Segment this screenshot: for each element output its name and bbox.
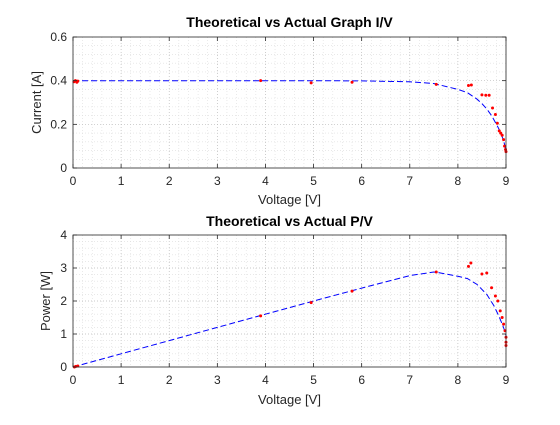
iv-actual-point xyxy=(499,131,503,135)
pv-ticks: 0 1 2 3 4 5 6 7 8 9 0 1 2 3 4 xyxy=(60,228,509,387)
iv-x-tick-label: 1 xyxy=(118,174,125,188)
iv-actual-point xyxy=(491,106,495,110)
pv-actual-point xyxy=(259,314,263,318)
pv-actual-point xyxy=(469,261,473,265)
iv-y-axis-label: Current [A] xyxy=(29,71,44,134)
pv-actual-point xyxy=(466,264,470,268)
pv-chart-title: Theoretical vs Actual P/V xyxy=(206,213,373,229)
iv-plot: 0 1 2 3 4 5 6 7 8 9 0 0.2 0.4 0.6 Theoretical vs Actu… xyxy=(29,14,510,207)
pv-actual-point xyxy=(485,271,489,275)
iv-actual-point xyxy=(500,133,504,137)
pv-actual-point xyxy=(350,289,354,293)
pv-y-tick-label: 4 xyxy=(60,228,67,242)
pv-x-axis-label: Voltage [V] xyxy=(258,392,321,407)
iv-y-tick-label: 0.4 xyxy=(50,74,67,88)
iv-actual-point xyxy=(466,83,470,87)
pv-y-tick-label: 3 xyxy=(60,261,67,275)
pv-actual-point xyxy=(498,309,502,313)
iv-y-tick-label: 0 xyxy=(60,161,67,175)
iv-actual-point xyxy=(484,93,488,97)
iv-y-tick-label: 0.2 xyxy=(50,117,67,131)
iv-chart-title: Theoretical vs Actual Graph I/V xyxy=(186,14,393,30)
iv-actual-point xyxy=(487,93,491,97)
iv-actual-point xyxy=(497,129,501,133)
pv-y-tick-label: 0 xyxy=(60,360,67,374)
iv-actual-point xyxy=(350,80,354,84)
iv-x-tick-label: 5 xyxy=(310,174,317,188)
pv-x-tick-label: 9 xyxy=(503,373,510,387)
pv-actual-point xyxy=(309,301,313,305)
iv-actual-point xyxy=(434,82,438,86)
pv-x-tick-label: 5 xyxy=(310,373,317,387)
pv-x-tick-label: 3 xyxy=(214,373,221,387)
iv-grid xyxy=(73,37,506,168)
iv-actual-point xyxy=(259,79,263,83)
pv-x-tick-label: 6 xyxy=(358,373,365,387)
iv-actual-point xyxy=(495,121,499,125)
pv-actual-point xyxy=(493,294,497,298)
pv-x-tick-label: 0 xyxy=(70,373,77,387)
pv-actual-point xyxy=(490,286,494,290)
iv-actual-point xyxy=(469,83,473,87)
pv-x-tick-label: 2 xyxy=(166,373,173,387)
iv-plot-area xyxy=(73,37,506,168)
iv-y-tick-label: 0.6 xyxy=(50,30,67,44)
iv-ticks: 0 1 2 3 4 5 6 7 8 9 0 0.2 0.4 0.6 xyxy=(50,30,509,188)
pv-actual-point xyxy=(496,299,500,303)
iv-actual-point xyxy=(309,81,313,85)
pv-grid xyxy=(73,235,506,367)
iv-x-tick-label: 4 xyxy=(262,174,269,188)
iv-x-tick-label: 8 xyxy=(455,174,462,188)
pv-actual-point xyxy=(434,270,438,274)
pv-plot: 0 1 2 3 4 5 6 7 8 9 0 1 2 3 4 Theoretical vs Actual P/… xyxy=(38,213,510,407)
pv-y-tick-label: 2 xyxy=(60,294,67,308)
pv-y-axis-label: Power [W] xyxy=(38,271,53,331)
iv-actual-point xyxy=(502,138,506,142)
iv-x-tick-label: 0 xyxy=(70,174,77,188)
pv-actual-point xyxy=(480,272,484,276)
pv-x-tick-label: 4 xyxy=(262,373,269,387)
iv-x-axis-label: Voltage [V] xyxy=(258,192,321,207)
iv-axes-box xyxy=(72,36,507,169)
pv-y-tick-label: 1 xyxy=(60,327,67,341)
pv-actual-point xyxy=(500,316,504,319)
iv-x-tick-label: 7 xyxy=(406,174,413,188)
pv-x-tick-label: 8 xyxy=(455,373,462,387)
pv-theoretical-line xyxy=(72,271,507,368)
iv-actual-point xyxy=(493,113,497,117)
iv-actual-point xyxy=(480,93,484,97)
iv-x-tick-label: 9 xyxy=(503,174,510,188)
iv-actual-point xyxy=(503,144,507,148)
iv-actual-point xyxy=(76,79,80,83)
pv-x-tick-label: 1 xyxy=(118,373,125,387)
iv-x-tick-label: 2 xyxy=(166,174,173,188)
pv-actual-point xyxy=(502,322,506,326)
iv-x-tick-label: 3 xyxy=(214,174,221,188)
pv-x-tick-label: 7 xyxy=(406,373,413,387)
iv-x-tick-label: 6 xyxy=(358,174,365,188)
